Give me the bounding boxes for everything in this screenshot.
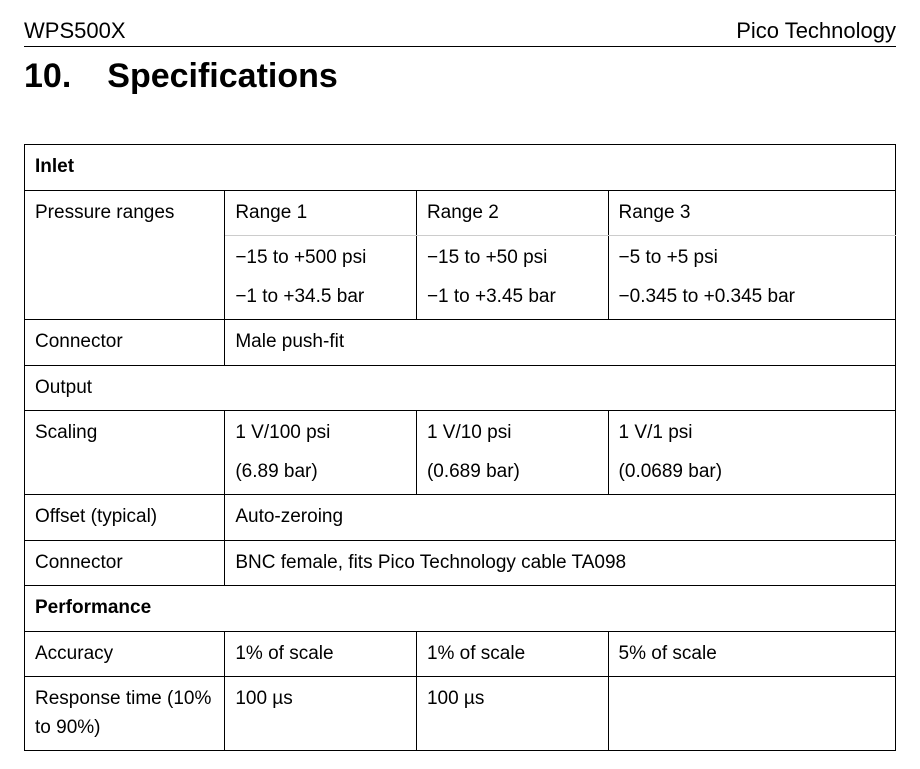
connector-output-label: Connector <box>25 540 225 586</box>
range1-label: Range 1 <box>225 190 417 236</box>
section-title-text: Specifications <box>107 57 338 96</box>
scaling3-a: 1 V/1 psi <box>619 419 885 448</box>
inlet-header: Inlet <box>25 145 896 191</box>
offset-value: Auto-zeroing <box>225 495 896 541</box>
scaling2-a: 1 V/10 psi <box>427 419 598 448</box>
section-heading: 10. Specifications <box>24 57 896 96</box>
range2-psi: −15 to +50 psi <box>427 244 598 273</box>
response2: 100 µs <box>416 677 608 751</box>
connector-inlet-label: Connector <box>25 320 225 366</box>
performance-header: Performance <box>25 586 896 632</box>
output-header: Output <box>25 365 896 411</box>
scaling3-b: (0.0689 bar) <box>619 458 885 487</box>
connector-output-value: BNC female, fits Pico Technology cable T… <box>225 540 896 586</box>
response-label: Response time (10% to 90%) <box>25 677 225 751</box>
section-number: 10. <box>24 57 71 96</box>
offset-label: Offset (typical) <box>25 495 225 541</box>
scaling1-a: 1 V/100 psi <box>235 419 406 448</box>
scaling1: 1 V/100 psi (6.89 bar) <box>225 411 417 495</box>
scaling-label: Scaling <box>25 411 225 495</box>
range3-values: −5 to +5 psi −0.345 to +0.345 bar <box>608 236 895 320</box>
scaling2-b: (0.689 bar) <box>427 458 598 487</box>
range2-bar: −1 to +3.45 bar <box>427 283 598 312</box>
pressure-ranges-label: Pressure ranges <box>25 190 225 320</box>
scaling1-b: (6.89 bar) <box>235 458 406 487</box>
range3-psi: −5 to +5 psi <box>619 244 885 273</box>
connector-inlet-value: Male push-fit <box>225 320 896 366</box>
range3-label: Range 3 <box>608 190 895 236</box>
range3-bar: −0.345 to +0.345 bar <box>619 283 885 312</box>
range1-bar: −1 to +34.5 bar <box>235 283 406 312</box>
range1-psi: −15 to +500 psi <box>235 244 406 273</box>
specifications-table: Inlet Pressure ranges Range 1 Range 2 Ra… <box>24 144 896 751</box>
response1: 100 µs <box>225 677 417 751</box>
accuracy2: 1% of scale <box>416 631 608 677</box>
range1-values: −15 to +500 psi −1 to +34.5 bar <box>225 236 417 320</box>
range2-label: Range 2 <box>416 190 608 236</box>
accuracy3: 5% of scale <box>608 631 895 677</box>
scaling3: 1 V/1 psi (0.0689 bar) <box>608 411 895 495</box>
page-header: WPS500X Pico Technology <box>24 18 896 47</box>
accuracy-label: Accuracy <box>25 631 225 677</box>
scaling2: 1 V/10 psi (0.689 bar) <box>416 411 608 495</box>
accuracy1: 1% of scale <box>225 631 417 677</box>
range2-values: −15 to +50 psi −1 to +3.45 bar <box>416 236 608 320</box>
header-company: Pico Technology <box>736 18 896 44</box>
response3 <box>608 677 895 751</box>
header-product: WPS500X <box>24 18 126 44</box>
